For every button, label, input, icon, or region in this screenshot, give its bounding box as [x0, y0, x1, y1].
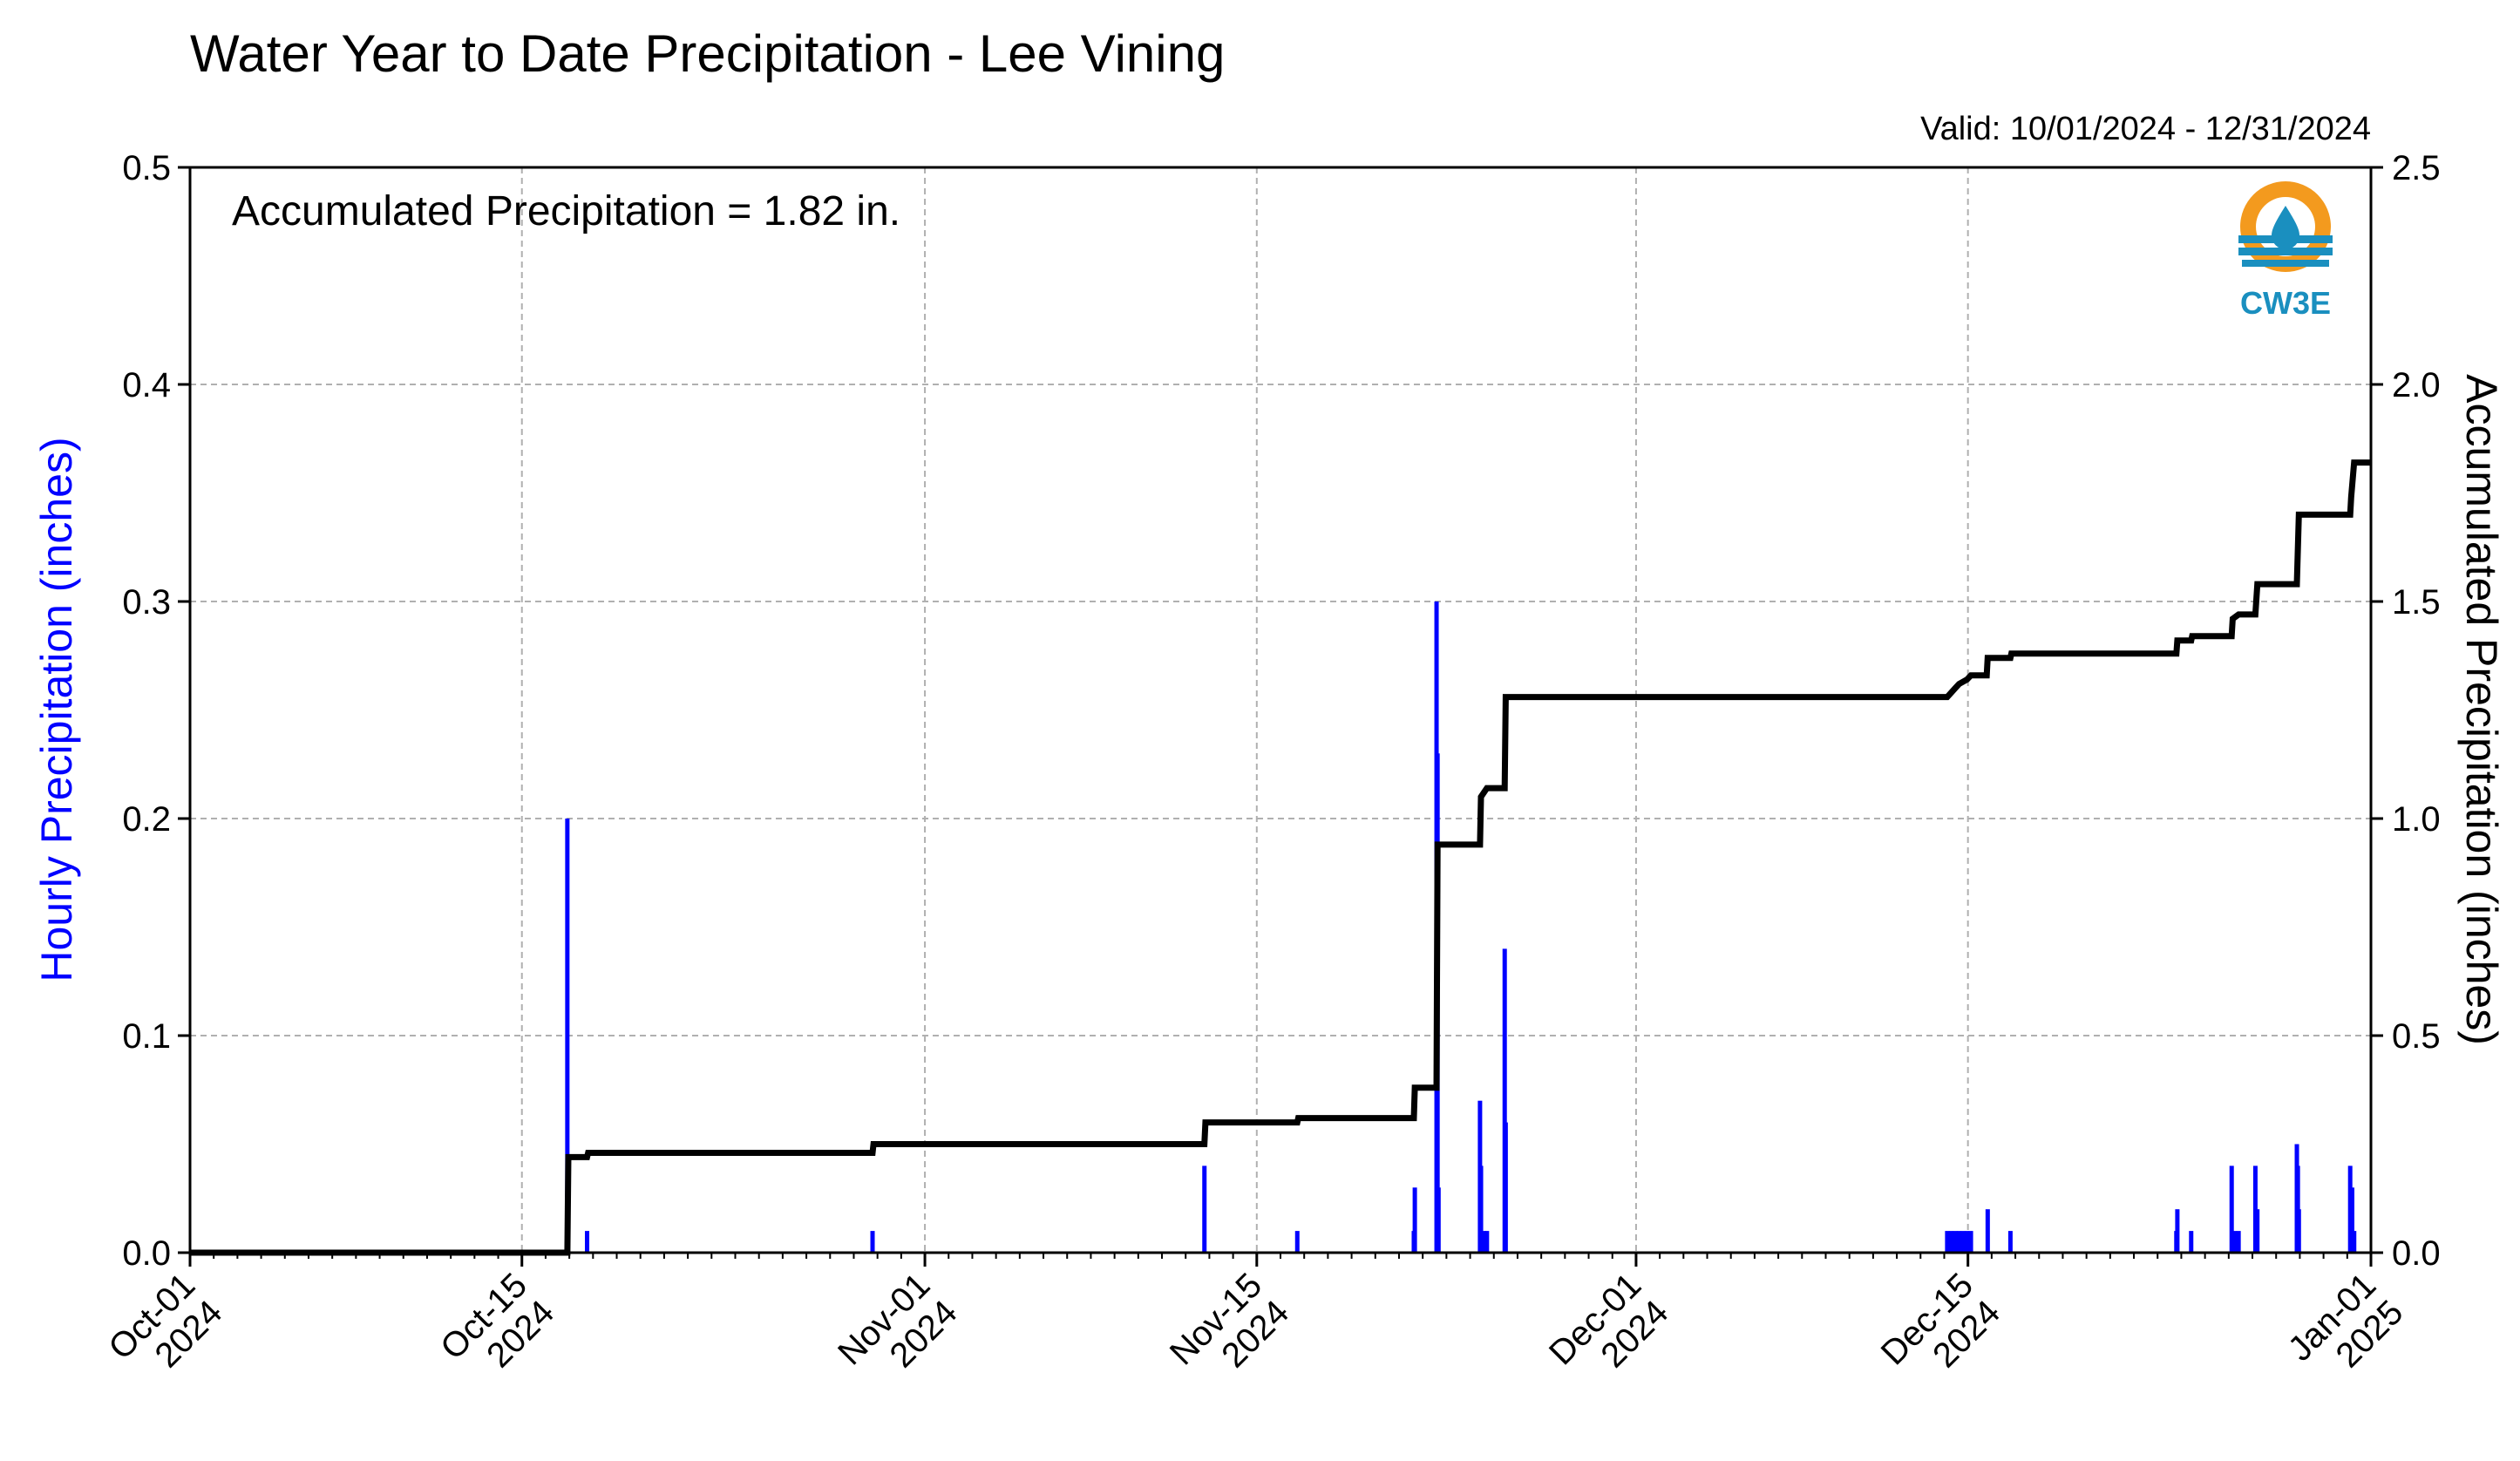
hourly-bar	[2229, 1165, 2234, 1253]
hourly-bar	[2007, 1231, 2013, 1253]
hourly-bar	[1965, 1231, 1970, 1253]
y-tick-label-right: 0.5	[2392, 1017, 2441, 1056]
y-tick-label-right: 0.0	[2392, 1234, 2441, 1273]
y-tick-label-left: 0.0	[122, 1234, 171, 1273]
y-tick-label-right: 1.0	[2392, 800, 2441, 839]
accumulated-line	[190, 459, 2370, 1256]
hourly-bar	[1503, 1122, 1508, 1253]
hourly-bar	[2296, 1209, 2301, 1253]
hourly-bar	[2189, 1231, 2194, 1253]
hourly-bar	[585, 1231, 590, 1253]
y-tick-label-left: 0.3	[122, 583, 171, 622]
hourly-bar	[1502, 948, 1507, 1253]
y-axis-label-right: Accumulated Precipitation (inches)	[2457, 374, 2506, 1045]
hourly-bar	[1436, 1187, 1441, 1253]
hourly-bar	[2236, 1231, 2241, 1253]
hourly-bar	[1948, 1231, 1953, 1253]
hourly-bar	[1956, 1231, 1961, 1253]
hourly-bar	[2232, 1231, 2238, 1253]
hourly-bar	[2175, 1209, 2180, 1253]
hourly-bar	[1945, 1231, 1950, 1253]
hourly-bar	[1412, 1187, 1417, 1253]
y-tick-label-left: 0.2	[122, 800, 171, 839]
hourly-bar	[2349, 1187, 2354, 1253]
hourly-bar	[870, 1231, 875, 1253]
y-tick-label-right: 1.5	[2392, 583, 2441, 622]
y-tick-label-right: 2.5	[2392, 149, 2441, 187]
hourly-bar	[1481, 1231, 1486, 1253]
hourly-bar	[1953, 1231, 1958, 1253]
y-tick-label-right: 2.0	[2392, 366, 2441, 404]
grid-lines	[190, 167, 2371, 1253]
hourly-bar	[1478, 1165, 1484, 1253]
accumulated-precipitation-series	[190, 459, 2370, 1256]
hourly-bar	[2255, 1209, 2260, 1253]
cw3e-logo: CW3E	[2238, 181, 2333, 321]
hourly-bar	[2352, 1231, 2357, 1253]
chart-subtitle: Valid: 10/01/2024 - 12/31/2024	[1920, 111, 2371, 147]
hourly-bar	[1985, 1209, 1990, 1253]
hourly-bar	[1202, 1165, 1207, 1253]
chart-title: Water Year to Date Precipitation - Lee V…	[190, 24, 1225, 83]
y-tick-label-left: 0.4	[122, 366, 171, 404]
hourly-bar	[1960, 1231, 1966, 1253]
hourly-bar	[565, 819, 570, 1253]
hourly-bar	[1294, 1231, 1300, 1253]
y-axis-label-left: Hourly Precipitation (inches)	[32, 437, 81, 982]
logo-text: CW3E	[2240, 285, 2331, 321]
hourly-bar	[1968, 1231, 1973, 1253]
accumulated-annotation: Accumulated Precipitation = 1.82 in.	[232, 188, 900, 234]
y-tick-label-left: 0.5	[122, 149, 171, 187]
y-tick-label-left: 0.1	[122, 1017, 171, 1056]
hourly-bar	[1484, 1231, 1490, 1253]
